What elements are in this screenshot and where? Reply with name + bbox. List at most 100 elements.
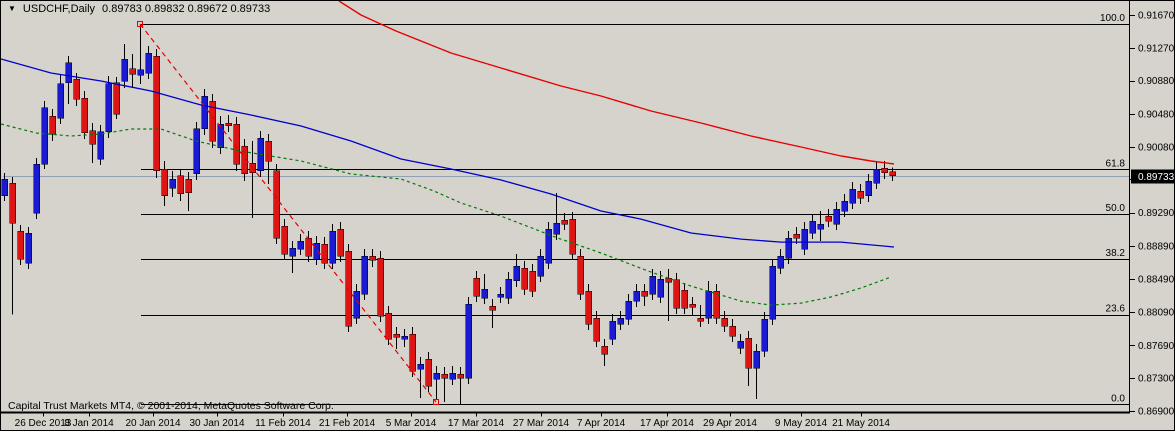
candle-body-bear (889, 171, 896, 177)
candle-body-bear (369, 255, 376, 261)
current-price-value: 0.89733 (1138, 172, 1175, 183)
candle-body-bear (305, 237, 312, 257)
trendline-handle-start[interactable] (137, 20, 143, 27)
candle-body-bull (57, 83, 64, 119)
candle-body-bear (473, 277, 480, 297)
candle-body-bull (513, 265, 520, 282)
candle-body-bear (177, 175, 184, 195)
trendline-red-dashed[interactable] (139, 23, 437, 403)
candle-body-bear (665, 277, 672, 283)
date-tick-label: 11 Feb 2014 (255, 418, 311, 429)
candle-body-bull (201, 95, 208, 130)
fib-level-label-0.0: 0.0 (1111, 393, 1125, 404)
price-tick-label: 0.87690 (1138, 341, 1175, 352)
price-tick-label: 0.90480 (1138, 109, 1175, 120)
candle-body-bear (441, 373, 448, 379)
candle-body-bear (241, 145, 248, 175)
candle-body-bull (217, 123, 224, 149)
candle-body-bull (537, 255, 544, 277)
price-axis-drag-zone[interactable] (1130, 1, 1175, 413)
candle-body-bear (825, 215, 832, 222)
price-tick-label: 0.88090 (1138, 308, 1175, 319)
candle-body-bull (801, 228, 808, 250)
candle-body-bear (641, 290, 648, 297)
candle-body-bull (481, 288, 488, 299)
price-tick-label: 0.88490 (1138, 275, 1175, 286)
candle-body-bull (833, 208, 840, 225)
ohlc-quote-values: 0.89783 0.89832 0.89672 0.89733 (102, 3, 271, 15)
candle-body-bull (817, 223, 824, 230)
candle-body-bear (161, 168, 168, 197)
candles-group (1, 24, 896, 405)
candle-body-bull (625, 300, 632, 320)
candle-body-bear (529, 270, 536, 292)
candle-body-bull (497, 293, 504, 298)
date-axis-drag-zone[interactable] (1, 414, 1129, 431)
candle-body-bull (361, 255, 368, 295)
ma-red-line (338, 1, 895, 165)
candle-body-bull (761, 318, 768, 352)
candle-body-bear (577, 255, 584, 295)
candle-body-bear (321, 243, 328, 264)
candle-body-bull (289, 247, 296, 257)
candle-body-bear (881, 167, 888, 174)
candle-body-bull (417, 363, 424, 370)
candle-body-bear (153, 55, 160, 172)
candle-body-bull (65, 62, 72, 84)
candle-body-bear (9, 182, 16, 224)
candle-body-bull (313, 242, 320, 260)
candle-body-bear (265, 140, 272, 162)
candle-body-bull (841, 200, 848, 212)
candle-body-bull (785, 237, 792, 259)
chart-dropdown-arrow-icon[interactable]: ▼ (8, 4, 16, 13)
price-tick-label: 0.87300 (1138, 373, 1175, 384)
candle-body-bear (113, 82, 120, 115)
date-tick-label: 21 May 2014 (832, 418, 890, 429)
candle-body-bull (809, 220, 816, 234)
date-tick-label: 8 Jan 2014 (64, 418, 114, 429)
date-tick-label: 17 Apr 2014 (640, 418, 694, 429)
trendline-handle-end[interactable] (433, 398, 439, 405)
candle-body-bull (145, 52, 152, 74)
candle-body-bear (857, 190, 864, 199)
candle-body-bull (633, 290, 640, 302)
candle-body-bear (393, 333, 400, 338)
candle-body-bear (49, 115, 56, 135)
price-tick-label: 0.89290 (1138, 208, 1175, 219)
price-tick-label: 0.90880 (1138, 76, 1175, 87)
fib-level-label-100.0: 100.0 (1100, 13, 1125, 24)
candle-body-bear (377, 257, 384, 317)
date-tick-label: 27 Mar 2014 (513, 418, 570, 429)
candle-body-bear (345, 250, 352, 327)
symbol-period-label: USDCHF,Daily (22, 3, 96, 15)
candle-body-bull (105, 83, 112, 133)
candle-body-bear (585, 290, 592, 325)
candle-body-bear (489, 305, 496, 311)
candle-body-bull (545, 228, 552, 264)
candle-body-bear (681, 289, 688, 309)
candle-body-bull (97, 131, 104, 160)
candle-body-bear (89, 130, 96, 145)
candle-body-bull (449, 372, 456, 380)
candle-body-bull (649, 275, 656, 295)
candle-body-bull (169, 178, 176, 189)
candle-body-bear (209, 100, 216, 142)
candle-body-bull (617, 317, 624, 325)
candle-body-bull (849, 188, 856, 204)
candle-body-bull (25, 232, 32, 264)
candle-body-bear (593, 317, 600, 342)
candle-body-bear (729, 325, 736, 337)
candle-body-bull (737, 340, 744, 349)
date-tick-label: 5 Mar 2014 (386, 418, 437, 429)
candle-body-bear (337, 228, 344, 257)
candle-body-bear (409, 333, 416, 372)
candle-body-bull (505, 278, 512, 299)
candle-body-bull (401, 335, 408, 340)
candle-body-bear (273, 170, 280, 239)
candle-body-bull (353, 290, 360, 319)
copyright-watermark: Capital Trust Markets MT4, © 2001-2014, … (8, 400, 334, 412)
candle-body-bull (769, 265, 776, 320)
ma-blue-line (1, 58, 895, 248)
